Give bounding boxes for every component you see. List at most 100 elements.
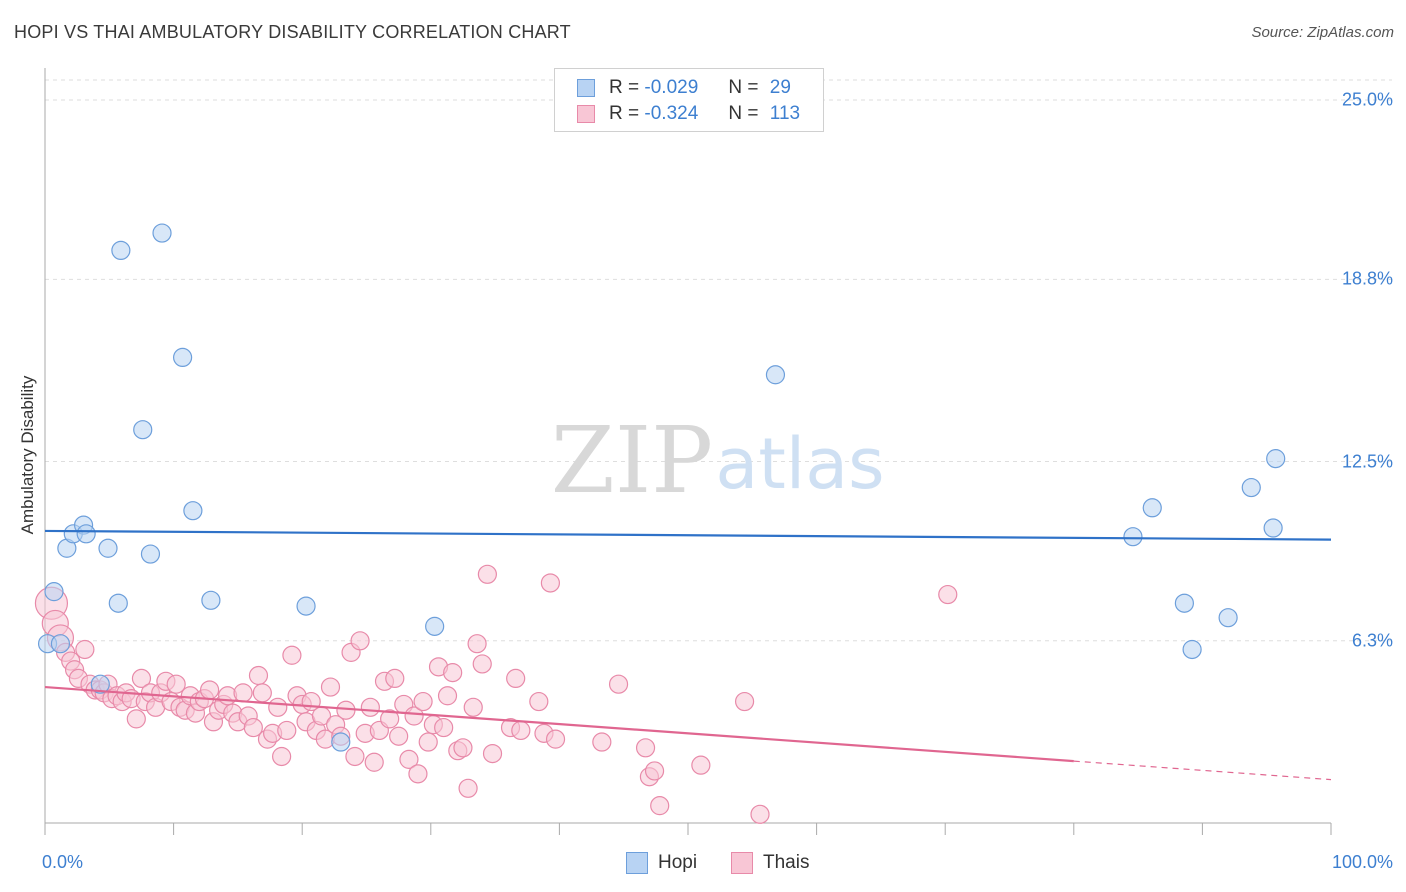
series-hopi [37, 223, 1286, 752]
thais-point [938, 584, 958, 605]
hopi-point [1123, 527, 1143, 547]
hopi-point [90, 674, 110, 694]
stats-legend-row-hopi: R = -0.029 N = 29 [577, 77, 791, 99]
thais-point [418, 732, 438, 752]
hopi-point [1241, 477, 1261, 498]
thais-point [482, 743, 503, 764]
thais-point [472, 654, 492, 674]
stats-legend: R = -0.029 N = 29 R = -0.324 N = 113 [554, 68, 824, 132]
watermark-zip: ZIP [551, 407, 713, 514]
thais-point [282, 645, 302, 665]
thais-point [413, 691, 433, 712]
hopi-r-value: -0.029 [644, 77, 699, 98]
hopi-n-value: 29 [769, 77, 791, 98]
thais-point [506, 668, 526, 689]
hopi-point [50, 634, 71, 654]
source-label: Source: ZipAtlas.com [1251, 24, 1394, 41]
thais-point [277, 720, 297, 741]
thais-point [734, 691, 755, 712]
thais-point [75, 639, 95, 660]
watermark-atlas: atlas [715, 423, 884, 505]
thais-point [200, 680, 220, 700]
thais-point [243, 717, 263, 738]
hopi-point [1174, 593, 1194, 613]
thais-point [268, 697, 288, 717]
thais-point [345, 746, 365, 767]
hopi-point [1182, 639, 1202, 660]
thais-trend-line [44, 685, 1074, 763]
thais-point [453, 738, 473, 758]
legend-item-hopi[interactable]: Hopi [626, 852, 697, 874]
y-tick-label-0: 6.3% [1351, 630, 1393, 651]
thais-point [252, 683, 272, 703]
hopi-point [76, 524, 96, 544]
r-label: R = [609, 77, 640, 98]
thais-point [467, 634, 487, 654]
hopi-point [1263, 518, 1283, 538]
stats-legend-row-thais: R = -0.324 N = 113 [577, 103, 800, 125]
legend-item-thais[interactable]: Thais [731, 852, 809, 874]
hopi-point [331, 732, 351, 752]
thais-point [360, 697, 380, 717]
n-label: N = [728, 77, 759, 98]
hopi-point [1218, 608, 1238, 628]
thais-point [131, 668, 152, 689]
y-tick-label-1: 12.5% [1341, 451, 1393, 471]
thais-n-value: 113 [769, 103, 801, 124]
thais-point [350, 631, 370, 651]
thais-point [691, 755, 711, 775]
hopi-point [140, 544, 161, 564]
hopi-point [44, 582, 64, 602]
r-label: R = [609, 103, 640, 124]
hopi-point [425, 616, 445, 636]
n-label: N = [728, 103, 759, 124]
hopi-point [1266, 449, 1286, 469]
thais-point [399, 749, 419, 769]
thais-point [233, 683, 253, 703]
hopi-point [201, 590, 221, 610]
thais-point [404, 706, 424, 726]
legend-label-hopi: Hopi [658, 852, 698, 873]
thais-point [437, 686, 458, 706]
thais-point [408, 764, 428, 784]
hopi-point [1142, 498, 1162, 518]
y-tick-label-3: 25.0% [1341, 89, 1393, 110]
hopi-legend-swatch [626, 852, 648, 874]
thais-point [529, 691, 549, 712]
thais-point [635, 738, 656, 758]
hopi-point [152, 223, 172, 243]
legend-label-thais: Thais [763, 852, 810, 873]
thais-point [443, 663, 463, 683]
hopi-point [111, 240, 131, 261]
hopi-point [133, 420, 153, 440]
gridlines [45, 79, 1392, 642]
thais-point [458, 778, 478, 798]
thais-swatch [577, 105, 595, 123]
thais-point [320, 677, 341, 697]
thais-point [166, 674, 186, 694]
thais-point [385, 668, 405, 689]
thais-point [644, 761, 665, 781]
x-tick-label-min: 0.0% [42, 852, 84, 872]
thais-point [592, 732, 612, 752]
y-tick-label-2: 18.8% [1341, 268, 1393, 289]
series-thais [34, 564, 958, 824]
thais-point [248, 665, 269, 686]
thais-point [364, 752, 384, 772]
thais-point [650, 796, 670, 816]
thais-point [463, 697, 483, 717]
hopi-point [296, 596, 316, 616]
thais-point [477, 564, 497, 584]
thais-point [380, 709, 400, 729]
chart-title: HOPI VS THAI AMBULATORY DISABILITY CORRE… [14, 22, 571, 42]
hopi-point [183, 501, 203, 521]
thais-point [608, 674, 629, 694]
thais-point [545, 729, 566, 749]
thais-r-value: -0.324 [644, 103, 699, 124]
trend-lines [44, 529, 1332, 781]
data-points [34, 223, 1286, 824]
hopi-point [98, 538, 118, 558]
hopi-trend-line [44, 529, 1332, 541]
hopi-point [173, 347, 193, 368]
